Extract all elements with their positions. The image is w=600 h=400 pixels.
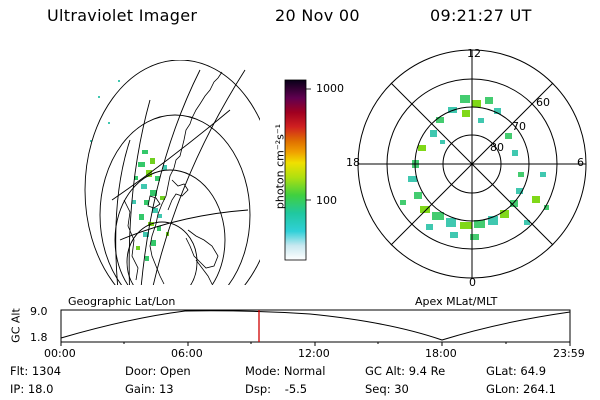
date-label: 20 Nov 00 <box>275 6 360 25</box>
info-glat: GLat: 64.9 <box>486 364 547 378</box>
geo-panel-caption: Geographic Lat/Lon <box>68 295 176 308</box>
geographic-map <box>84 60 260 285</box>
info-door: Door: Open <box>125 364 191 378</box>
info-mode: Mode: Normal <box>245 364 326 378</box>
mlat-label-80: 80 <box>490 141 504 154</box>
info-dsp: Dsp: -5.5 <box>245 382 308 396</box>
coastlines <box>123 71 223 285</box>
info-gain: Gain: 13 <box>125 382 174 396</box>
colorbar-tick-1000: 1000 <box>316 82 344 95</box>
time-label: 09:21:27 UT <box>430 6 532 25</box>
mlt-label-0: 0 <box>469 276 476 289</box>
colorbar-unit-label: photon cm⁻²s⁻¹ <box>273 123 287 210</box>
info-glon: GLon: 264.1 <box>486 382 556 396</box>
mlat-label-60: 60 <box>536 96 550 109</box>
mlat-label-70: 70 <box>512 120 526 133</box>
colorbar <box>284 79 307 261</box>
orbit-xtick-4: 23:59 <box>553 347 585 360</box>
info-gc-alt: GC Alt: 9.4 Re <box>365 364 446 378</box>
colorbar-ticks <box>306 88 311 201</box>
info-flt: Flt: 1304 <box>10 364 62 378</box>
info-ip: IP: 18.0 <box>10 382 54 396</box>
orbit-ytick-top: 9.0 <box>30 305 48 318</box>
orbit-xtick-2: 12:00 <box>298 347 330 360</box>
mlt-label-18: 18 <box>346 156 360 169</box>
colorbar-tick-100: 100 <box>316 194 337 207</box>
orbit-xtick-1: 06:00 <box>171 347 203 360</box>
orbit-ylabel: GC Alt <box>9 308 23 343</box>
orbit-plot <box>60 309 571 346</box>
orbit-xtick-0: 00:00 <box>44 347 76 360</box>
info-seq: Seq: 30 <box>365 382 409 396</box>
instrument-title: Ultraviolet Imager <box>47 6 198 25</box>
mlt-label-6: 6 <box>577 156 584 169</box>
polar-plot <box>357 49 587 279</box>
orbit-ytick-bottom: 1.8 <box>30 331 48 344</box>
lat-lon-grid <box>84 60 260 285</box>
polar-panel-caption: Apex MLat/MLT <box>415 295 498 308</box>
orbit-xtick-3: 18:00 <box>425 347 457 360</box>
mlt-label-12: 12 <box>467 47 481 60</box>
